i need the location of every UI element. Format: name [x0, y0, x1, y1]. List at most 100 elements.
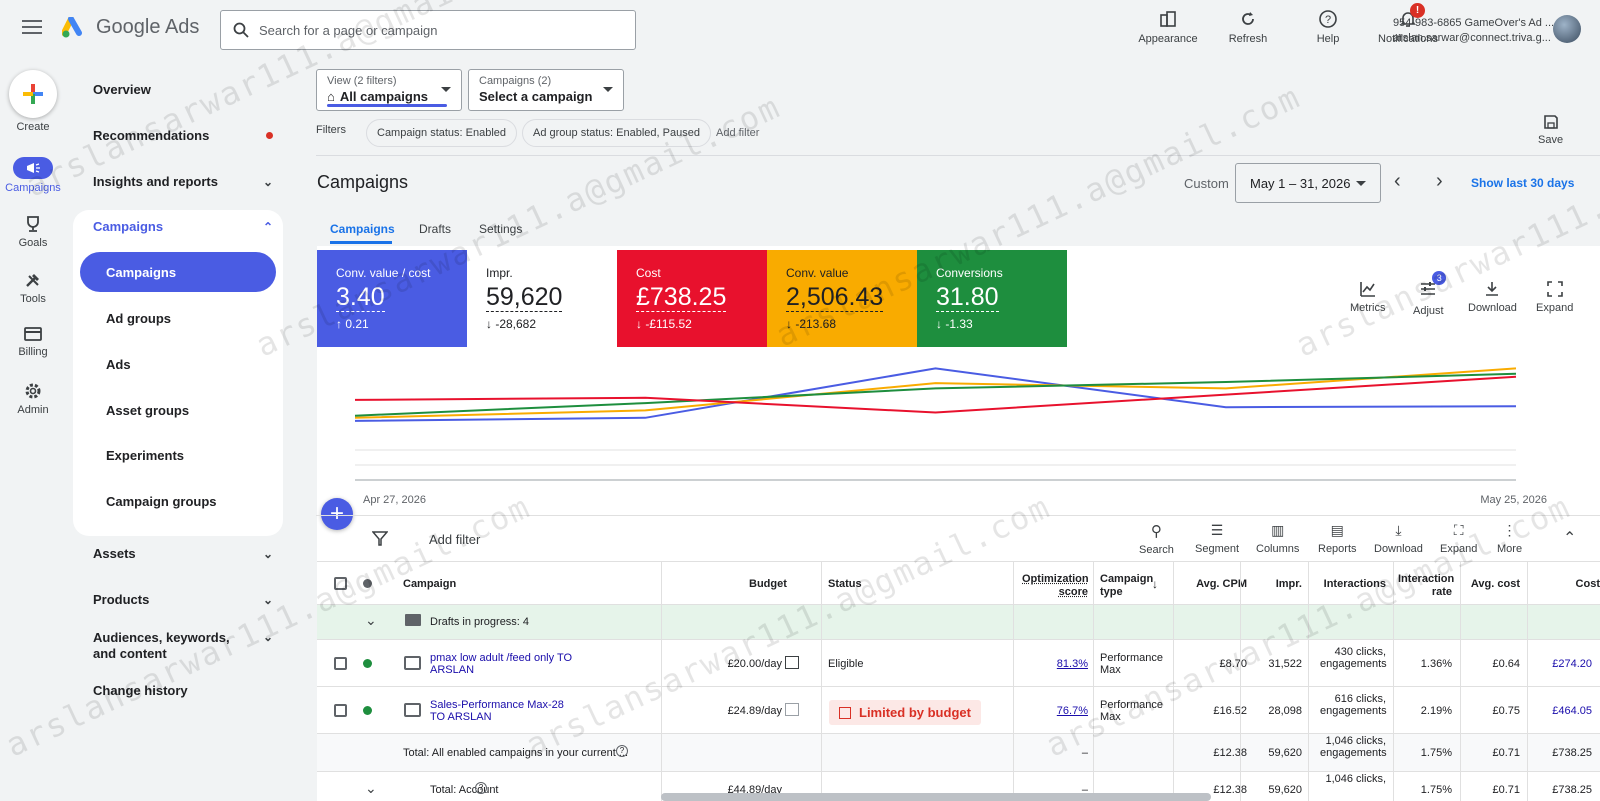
table-more-button[interactable]: ⋮ More [1497, 522, 1522, 555]
help-button[interactable]: ? Help [1288, 8, 1368, 45]
col-header-campaign[interactable]: Campaign [403, 578, 456, 591]
col-header-budget[interactable]: Budget [749, 578, 787, 591]
metric-delta: ↓ -213.68 [786, 317, 898, 331]
add-campaign-button[interactable]: + [321, 498, 353, 530]
table-download-button[interactable]: ⤓ Download [1374, 522, 1423, 555]
budget-chart-icon[interactable] [785, 656, 799, 669]
filter-icon[interactable] [372, 530, 388, 549]
rail-admin[interactable]: Admin [0, 381, 66, 416]
tab-settings[interactable]: Settings [479, 222, 522, 236]
table-search-button[interactable]: ⚲ Search [1139, 522, 1174, 556]
budget-chart-icon[interactable] [785, 703, 799, 716]
col-header-impr[interactable]: Impr. [1270, 578, 1302, 591]
rail-goals[interactable]: Goals [0, 214, 66, 249]
nav-overview[interactable]: Overview [93, 82, 273, 97]
nav-assets[interactable]: Assets ⌄ [93, 546, 273, 561]
chart-metrics-button[interactable]: Metrics [1350, 280, 1385, 314]
date-range-select[interactable]: May 1 – 31, 2026 [1235, 163, 1381, 203]
interactions: 616 clicks, engagements [1320, 693, 1386, 717]
chevron-right-icon[interactable]: › [1436, 170, 1443, 193]
rail-tools[interactable]: Tools [0, 270, 66, 305]
chart-adjust-button[interactable]: 3 Adjust [1413, 280, 1444, 317]
search-input[interactable]: Search for a page or campaign [220, 10, 636, 50]
row-checkbox[interactable] [334, 657, 347, 670]
row-checkbox[interactable] [334, 704, 347, 717]
metric-value: 3.40 [336, 283, 385, 312]
chevron-left-icon[interactable]: ‹ [1394, 170, 1401, 193]
nav-audiences[interactable]: Audiences, keywords, and content ⌄ [93, 630, 273, 662]
nav-change-history[interactable]: Change history [93, 683, 273, 698]
horizontal-scrollbar[interactable] [661, 793, 1211, 801]
chevron-down-icon[interactable]: ⌄ [365, 612, 377, 629]
filter-chip-ad-group-status[interactable]: Ad group status: Enabled, Paused [522, 119, 711, 147]
chart-expand-button[interactable]: Expand [1536, 280, 1573, 314]
refresh-button[interactable]: Refresh [1208, 8, 1288, 45]
table-expand-button[interactable]: ⛶ Expand [1440, 522, 1477, 555]
help-icon[interactable]: ? [475, 782, 487, 794]
cost-link[interactable]: £274.20 [1540, 658, 1592, 670]
avatar[interactable] [1553, 15, 1581, 43]
col-header-status[interactable]: Status [828, 578, 862, 591]
create-button[interactable]: Create [0, 70, 66, 133]
metric-card-impressions[interactable]: Impr. 59,620 ↓ -28,682 [467, 250, 617, 347]
nav-campaigns[interactable]: Campaigns ⌃ [93, 219, 273, 234]
save-button[interactable]: Save [1538, 114, 1563, 146]
col-header-optimization-score[interactable]: Optimization score [1022, 573, 1088, 599]
optimization-score-link[interactable]: 76.7% [1030, 705, 1088, 717]
table-segment-button[interactable]: ☰ Segment [1195, 522, 1239, 555]
rail-campaigns[interactable]: Campaigns [0, 157, 66, 194]
nav-sub-ad-groups[interactable]: Ad groups [106, 311, 171, 326]
col-header-interaction-rate[interactable]: Interaction rate [1398, 573, 1452, 599]
metric-card-conv-value[interactable]: Conv. value 2,506.43 ↓ -213.68 [767, 250, 917, 347]
cost-link[interactable]: £464.05 [1540, 705, 1592, 717]
nav-sub-campaigns[interactable]: Campaigns [80, 252, 276, 292]
tab-drafts[interactable]: Drafts [419, 222, 451, 236]
nav-sub-asset-groups[interactable]: Asset groups [106, 403, 189, 418]
table-add-filter[interactable]: Add filter [429, 532, 480, 547]
add-filter-link[interactable]: Add filter [716, 127, 759, 139]
budget-value: £20.00/day [700, 658, 782, 670]
sort-down-icon[interactable]: ↓ [1152, 577, 1158, 591]
chevron-down-icon[interactable]: ⌄ [365, 780, 377, 797]
metric-card-cost[interactable]: Cost £738.25 ↓ -£115.52 [617, 250, 767, 347]
view-select[interactable]: View (2 filters) ⌂ All campaigns [316, 69, 462, 111]
nav-products[interactable]: Products ⌄ [93, 592, 273, 607]
col-header-cost[interactable]: Cost [1560, 578, 1600, 591]
nav-sub-ads[interactable]: Ads [106, 357, 131, 372]
metric-delta: ↑ 0.21 [336, 317, 448, 331]
metric-card-conv-value-cost[interactable]: Conv. value / cost 3.40 ↑ 0.21 [317, 250, 467, 347]
filter-chip-campaign-status[interactable]: Campaign status: Enabled [366, 119, 517, 147]
campaign-name-link[interactable]: Sales-Performance Max-28 TO ARSLAN [430, 699, 580, 723]
metric-card-conversions[interactable]: Conversions 31.80 ↓ -1.33 [917, 250, 1067, 347]
table-columns-button[interactable]: ▥ Columns [1256, 522, 1299, 555]
nav-recommendations[interactable]: Recommendations [93, 128, 273, 143]
caret-down-icon [441, 87, 451, 92]
select-all-checkbox[interactable] [334, 577, 347, 590]
tab-campaigns[interactable]: Campaigns [330, 222, 395, 236]
menu-icon[interactable] [22, 20, 42, 36]
campaign-select-caption: Campaigns (2) [479, 75, 613, 87]
status-dot-enabled[interactable] [363, 659, 372, 668]
col-header-interactions[interactable]: Interactions [1320, 578, 1386, 591]
account-info[interactable]: 954-983-6865 GameOver's Ad ... arslan.sa… [1393, 16, 1554, 46]
status-badge-limited[interactable]: Limited by budget [829, 700, 981, 725]
col-header-avg-cost[interactable]: Avg. cost [1468, 578, 1520, 591]
table-reports-button[interactable]: ▤ Reports [1318, 522, 1357, 555]
nav-sub-campaign-groups[interactable]: Campaign groups [106, 494, 217, 509]
metric-delta: ↓ -1.33 [936, 317, 1048, 331]
appearance-button[interactable]: Appearance [1128, 8, 1208, 45]
campaign-select[interactable]: Campaigns (2) Select a campaign [468, 69, 624, 111]
rail-billing[interactable]: Billing [0, 325, 66, 358]
nav-sub-experiments[interactable]: Experiments [106, 448, 184, 463]
nav-insights[interactable]: Insights and reports ⌄ [93, 174, 273, 189]
help-icon[interactable]: ? [616, 745, 628, 757]
col-header-campaign-type[interactable]: Campaign type [1100, 573, 1156, 599]
optimization-score-link[interactable]: 81.3% [1030, 658, 1088, 670]
impressions: 28,098 [1260, 705, 1302, 717]
chevron-up-icon[interactable]: ⌃ [1563, 528, 1576, 548]
chart-download-button[interactable]: Download [1468, 280, 1517, 314]
google-ads-logo[interactable]: Google Ads [62, 16, 199, 39]
campaign-name-link[interactable]: pmax low adult /feed only TO ARSLAN [430, 652, 580, 676]
show-last-30-days-link[interactable]: Show last 30 days [1471, 176, 1574, 190]
status-dot-enabled[interactable] [363, 706, 372, 715]
